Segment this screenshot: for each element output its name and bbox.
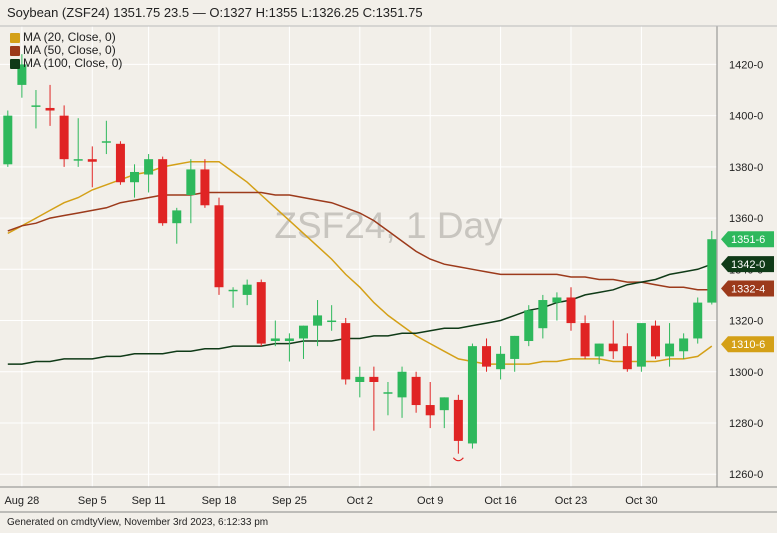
candle-body [707, 239, 717, 303]
candle-body [397, 371, 407, 398]
x-tick-label: Sep 25 [272, 495, 307, 507]
legend-item-ma50[interactable]: MA (50, Close, 0) [10, 44, 122, 57]
candle-body [355, 376, 365, 382]
low-marker [452, 457, 464, 462]
ma-line-2 [7, 263, 713, 365]
x-tick-label: Sep 11 [132, 495, 166, 507]
candle-body [270, 338, 280, 342]
candle-body [3, 115, 13, 165]
candle-body [242, 284, 252, 295]
candle-body [453, 399, 463, 441]
candle-body [665, 343, 675, 357]
candle-body [115, 143, 125, 183]
candle-body [17, 64, 27, 85]
price-tag [721, 336, 774, 353]
candle-body [425, 405, 435, 416]
y-tick-label: 1300-0 [729, 367, 763, 379]
chart-title: Soybean (ZSF24) 1351.75 23.5 — O:1327 H:… [7, 5, 423, 20]
candle-body [87, 159, 97, 162]
candle-body [622, 346, 632, 370]
legend-swatch-ma100 [10, 58, 20, 69]
candle-body [284, 338, 294, 342]
y-tick-label: 1260-0 [729, 469, 763, 481]
x-tick-label: Aug 28 [4, 495, 39, 507]
candle-body [510, 335, 520, 359]
watermark: ZSF24, 1 Day [274, 205, 503, 246]
ma-line-0 [7, 160, 713, 365]
candle-body [439, 397, 449, 411]
legend-label-ma20: MA (20, Close, 0) [23, 30, 116, 44]
y-tick-label: 1280-0 [729, 418, 763, 430]
candle-body [594, 343, 604, 357]
candle-body [228, 289, 238, 292]
x-tick-label: Oct 2 [347, 495, 373, 507]
candle-body [200, 169, 210, 206]
x-tick-label: Oct 9 [417, 495, 443, 507]
price-tag [721, 256, 774, 273]
candle-body [214, 205, 224, 288]
candle-body [341, 323, 351, 380]
price-tag [721, 280, 774, 297]
candle-body [369, 376, 379, 382]
x-tick-label: Sep 18 [202, 495, 237, 507]
legend-label-ma50: MA (50, Close, 0) [23, 43, 116, 57]
candle-body [298, 325, 308, 339]
candle-body [580, 323, 590, 357]
y-tick-label: 1320-0 [729, 316, 763, 328]
candle-body [482, 346, 492, 367]
legend-swatch-ma20 [10, 32, 20, 43]
candle-body [186, 169, 196, 196]
y-tick-label: 1400-0 [729, 111, 763, 123]
y-tick-label: 1360-0 [729, 213, 763, 225]
price-tag [721, 231, 774, 248]
candle-body [693, 302, 703, 339]
candle-body [59, 115, 69, 160]
candle-body [566, 297, 576, 324]
candle-body [130, 171, 140, 183]
legend-item-ma20[interactable]: MA (20, Close, 0) [10, 31, 122, 44]
plot-area [0, 26, 717, 487]
x-tick-label: Oct 30 [625, 495, 657, 507]
legend: MA (20, Close, 0) MA (50, Close, 0) MA (… [10, 31, 122, 70]
candle-body [679, 338, 689, 352]
y-tick-label: 1380-0 [729, 162, 763, 174]
candle-body [496, 353, 506, 370]
candle-body [552, 297, 562, 303]
candle-body [608, 343, 618, 352]
y-tick-label: 1420-0 [729, 59, 763, 71]
candle-body [144, 159, 154, 175]
candle-body [538, 300, 548, 329]
candle-body [650, 325, 660, 357]
candle-body [467, 346, 477, 444]
candle-body [411, 376, 421, 406]
legend-label-ma100: MA (100, Close, 0) [23, 56, 123, 70]
candle-body [45, 107, 55, 111]
candle-body [383, 392, 393, 394]
candle-body [31, 105, 41, 107]
candle-body [524, 310, 534, 342]
candle-body [158, 159, 168, 224]
candle-body [101, 141, 111, 143]
candle-body [327, 320, 337, 323]
x-tick-label: Oct 16 [484, 495, 516, 507]
candle-body [172, 210, 182, 224]
footer-note: Generated on cmdtyView, November 3rd 202… [7, 517, 269, 528]
candle-body [313, 315, 323, 326]
x-tick-label: Sep 5 [78, 495, 107, 507]
price-tag-label: 1351-6 [731, 234, 765, 246]
price-tag-label: 1310-6 [731, 339, 765, 351]
candle-body [256, 282, 266, 344]
price-tag-label: 1342-0 [731, 259, 765, 271]
ma-line-1 [7, 191, 712, 291]
candle-body [636, 323, 646, 367]
x-tick-label: Oct 23 [555, 495, 587, 507]
legend-swatch-ma50 [10, 45, 20, 56]
price-tag-label: 1332-4 [731, 284, 765, 296]
legend-item-ma100[interactable]: MA (100, Close, 0) [10, 57, 122, 70]
candle-body [73, 159, 83, 161]
